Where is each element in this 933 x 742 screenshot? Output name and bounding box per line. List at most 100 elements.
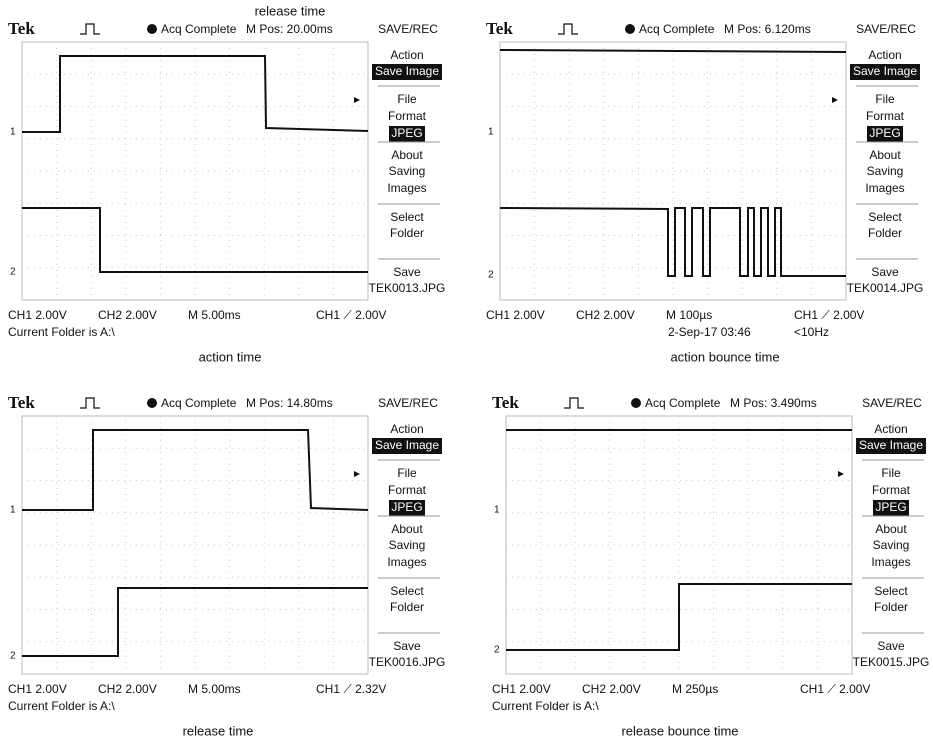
waveform — [500, 208, 846, 276]
folder: Current Folder is A:\ — [8, 699, 115, 713]
menu-item[interactable]: Select — [874, 584, 908, 598]
menu-item[interactable]: Select — [390, 584, 424, 598]
menu-item[interactable]: TEK0013.JPG — [369, 281, 446, 295]
ch2-scale: CH2 2.00V — [98, 682, 157, 696]
menu-item[interactable]: Save Image — [859, 438, 923, 452]
menu-item[interactable]: JPEG — [391, 500, 422, 514]
menu-item[interactable]: Saving — [389, 164, 426, 178]
menu-item[interactable]: Save — [877, 639, 905, 653]
menu-item[interactable]: Format — [388, 483, 427, 497]
position: M Pos: 6.120ms — [724, 22, 811, 36]
status-dot — [631, 398, 641, 408]
caption: release time — [255, 3, 326, 18]
logo: Tek — [8, 393, 35, 412]
channel-marker: 1 — [494, 505, 500, 516]
ch1-scale: CH1 2.00V — [486, 308, 545, 322]
menu-item[interactable]: Format — [866, 109, 905, 123]
caption: action time — [199, 349, 262, 364]
menu-item[interactable]: Images — [871, 555, 910, 569]
menu-item[interactable]: About — [391, 148, 423, 162]
menu-item[interactable]: TEK0016.JPG — [369, 655, 446, 669]
caption: release time — [183, 723, 254, 738]
position: M Pos: 14.80ms — [246, 396, 333, 410]
menu-item[interactable]: TEK0014.JPG — [847, 281, 924, 295]
ch1-scale: CH1 2.00V — [8, 308, 67, 322]
menu-item[interactable]: Saving — [873, 538, 910, 552]
menu-item[interactable]: About — [875, 522, 907, 536]
menu-item[interactable]: JPEG — [875, 500, 906, 514]
logo: Tek — [486, 19, 513, 38]
menu-item[interactable]: File — [875, 92, 895, 106]
menu-item[interactable]: Folder — [868, 226, 902, 240]
frequency: <10Hz — [794, 325, 829, 339]
menu-title: SAVE/REC — [378, 396, 438, 410]
menu-item[interactable]: Images — [387, 181, 426, 195]
position: M Pos: 3.490ms — [730, 396, 817, 410]
ch1-scale: CH1 2.00V — [492, 682, 551, 696]
status-dot — [147, 398, 157, 408]
menu-item[interactable]: Save — [871, 265, 899, 279]
menu-item[interactable]: Images — [865, 181, 904, 195]
menu-item[interactable]: Action — [390, 48, 423, 62]
menu-item[interactable]: About — [391, 522, 423, 536]
trigger-arrow — [354, 97, 360, 103]
menu-item[interactable]: Save Image — [375, 438, 439, 452]
menu-item[interactable]: File — [397, 466, 417, 480]
channel-marker: 2 — [10, 267, 16, 278]
menu-item[interactable]: Saving — [389, 538, 426, 552]
timebase: M 5.00ms — [188, 308, 241, 322]
menu-item[interactable]: Action — [874, 422, 907, 436]
menu-item[interactable]: Action — [390, 422, 423, 436]
waveform — [506, 584, 852, 650]
menu-item[interactable]: Folder — [874, 600, 908, 614]
trigger: CH1 ⟋ 2.00V — [316, 308, 386, 322]
pulse-icon — [80, 398, 100, 408]
trigger: CH1 ⟋ 2.00V — [800, 682, 870, 696]
timebase: M 100µs — [666, 308, 712, 322]
menu-item[interactable]: Save — [393, 265, 421, 279]
folder: Current Folder is A:\ — [492, 699, 599, 713]
menu-item[interactable]: Folder — [390, 600, 424, 614]
menu-item[interactable]: Folder — [390, 226, 424, 240]
menu-item[interactable]: Format — [388, 109, 427, 123]
trigger-arrow — [832, 97, 838, 103]
menu-item[interactable]: JPEG — [869, 126, 900, 140]
status: Acq Complete — [161, 22, 237, 36]
menu-item[interactable]: File — [397, 92, 417, 106]
menu-item[interactable]: About — [869, 148, 901, 162]
channel-marker: 1 — [10, 505, 16, 516]
trigger-arrow — [354, 471, 360, 477]
ch2-scale: CH2 2.00V — [582, 682, 641, 696]
menu-item[interactable]: TEK0015.JPG — [853, 655, 930, 669]
menu-item[interactable]: Select — [390, 210, 424, 224]
menu-item[interactable]: Select — [868, 210, 902, 224]
status-dot — [147, 24, 157, 34]
channel-marker: 1 — [488, 127, 494, 138]
menu-item[interactable]: Saving — [867, 164, 904, 178]
menu-item[interactable]: JPEG — [391, 126, 422, 140]
channel-marker: 2 — [494, 645, 500, 656]
ch2-scale: CH2 2.00V — [576, 308, 635, 322]
menu-item[interactable]: Action — [868, 48, 901, 62]
screenshot: release timeaction timeaction bounce tim… — [0, 0, 933, 742]
menu-item[interactable]: Save Image — [375, 64, 439, 78]
menu-item[interactable]: File — [881, 466, 901, 480]
channel-marker: 2 — [10, 651, 16, 662]
pulse-icon — [564, 398, 584, 408]
timebase: M 5.00ms — [188, 682, 241, 696]
menu-item[interactable]: Format — [872, 483, 911, 497]
logo: Tek — [8, 19, 35, 38]
menu-item[interactable]: Save — [393, 639, 421, 653]
trigger-arrow — [838, 471, 844, 477]
menu-item[interactable]: Save Image — [853, 64, 917, 78]
status: Acq Complete — [639, 22, 715, 36]
status: Acq Complete — [161, 396, 237, 410]
position: M Pos: 20.00ms — [246, 22, 333, 36]
logo: Tek — [492, 393, 519, 412]
menu-item[interactable]: Images — [387, 555, 426, 569]
pulse-icon — [80, 24, 100, 34]
menu-title: SAVE/REC — [856, 22, 916, 36]
